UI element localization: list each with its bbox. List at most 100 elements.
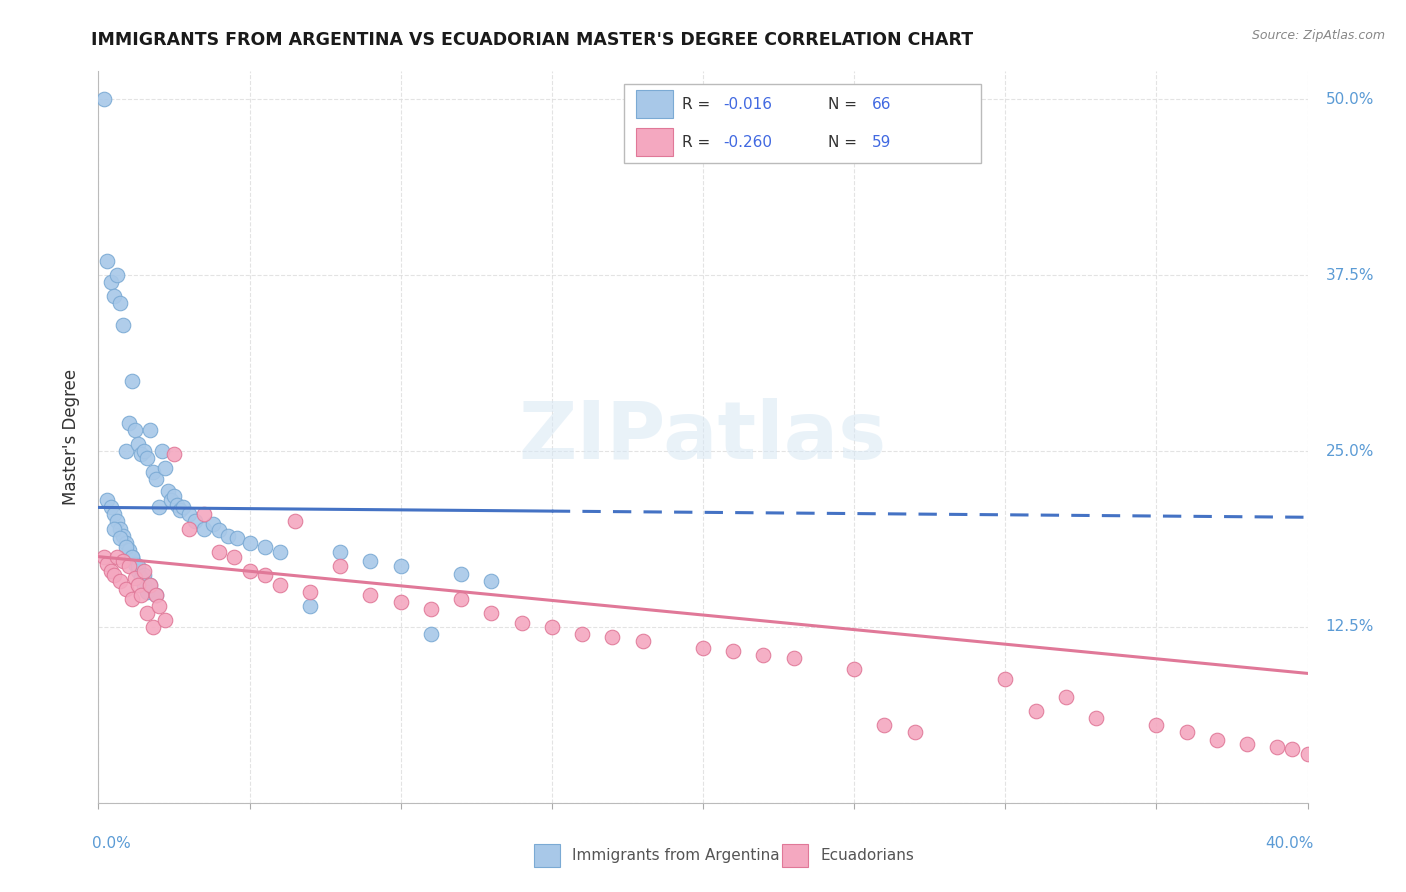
FancyBboxPatch shape [624, 84, 981, 163]
Text: 0.0%: 0.0% [93, 836, 131, 851]
Point [540, 620, 562, 634]
Point [179, 521, 201, 535]
Point [160, 493, 183, 508]
Point [108, 574, 131, 588]
Point [752, 648, 775, 662]
Point [103, 568, 125, 582]
Point [148, 500, 170, 515]
Point [1206, 732, 1229, 747]
Point [450, 566, 472, 581]
Point [389, 595, 412, 609]
Point [284, 515, 307, 529]
Point [1054, 690, 1077, 705]
Point [389, 559, 412, 574]
Point [114, 582, 136, 596]
Point [142, 620, 165, 634]
Y-axis label: Master's Degree: Master's Degree [62, 369, 80, 505]
Point [420, 601, 443, 615]
Point [193, 521, 215, 535]
Point [1024, 705, 1046, 719]
Text: 59: 59 [872, 135, 891, 150]
Point [135, 451, 157, 466]
Point [510, 615, 533, 630]
Point [139, 578, 162, 592]
Point [904, 725, 927, 739]
Point [105, 515, 128, 529]
Point [105, 268, 128, 283]
Point [93, 93, 115, 107]
Point [108, 296, 131, 310]
Point [153, 613, 176, 627]
Point [129, 447, 152, 461]
Bar [534, 844, 561, 867]
Point [93, 549, 115, 564]
Text: 25.0%: 25.0% [1326, 443, 1374, 458]
Text: Source: ZipAtlas.com: Source: ZipAtlas.com [1251, 29, 1385, 42]
Point [239, 535, 262, 549]
Point [224, 549, 246, 564]
Point [166, 498, 188, 512]
Point [360, 588, 382, 602]
Point [103, 521, 125, 535]
Text: N =: N = [828, 97, 862, 112]
Text: -0.016: -0.016 [724, 97, 772, 112]
Point [129, 571, 152, 585]
Bar [637, 90, 672, 119]
Text: 50.0%: 50.0% [1326, 92, 1374, 107]
Point [139, 423, 162, 437]
Point [450, 591, 472, 606]
Point [299, 584, 322, 599]
Point [127, 559, 149, 574]
Point [96, 493, 118, 508]
Point [145, 588, 167, 602]
Point [142, 465, 165, 479]
Point [114, 540, 136, 554]
Point [129, 588, 152, 602]
Point [208, 545, 231, 559]
Point [420, 627, 443, 641]
Point [103, 508, 125, 522]
Point [226, 532, 249, 546]
Point [118, 416, 141, 430]
Text: R =: R = [682, 97, 716, 112]
Text: R =: R = [682, 135, 716, 150]
Point [108, 532, 131, 546]
Point [139, 578, 162, 592]
Point [692, 641, 714, 656]
Point [111, 554, 134, 568]
Point [873, 718, 896, 732]
Point [127, 437, 149, 451]
Point [202, 517, 225, 532]
Point [96, 557, 118, 571]
Point [360, 554, 382, 568]
Point [103, 289, 125, 303]
Point [208, 523, 231, 537]
Point [1085, 711, 1108, 725]
Point [1267, 739, 1289, 754]
Text: N =: N = [828, 135, 862, 150]
Point [329, 559, 352, 574]
Point [723, 644, 745, 658]
Point [127, 564, 149, 578]
Point [121, 549, 143, 564]
Point [239, 564, 262, 578]
Point [96, 254, 118, 268]
Point [145, 472, 167, 486]
Point [1236, 737, 1258, 751]
Point [1296, 747, 1319, 761]
Point [100, 500, 122, 515]
Text: ZIPatlas: ZIPatlas [519, 398, 887, 476]
Point [253, 568, 276, 582]
Point [844, 662, 866, 676]
Point [132, 578, 155, 592]
Point [1144, 718, 1167, 732]
Point [571, 627, 593, 641]
Point [602, 630, 624, 644]
Point [132, 444, 155, 458]
Point [118, 542, 141, 557]
Point [1175, 725, 1198, 739]
Point [114, 535, 136, 549]
Point [481, 574, 503, 588]
Text: 12.5%: 12.5% [1326, 619, 1374, 634]
Point [172, 500, 194, 515]
